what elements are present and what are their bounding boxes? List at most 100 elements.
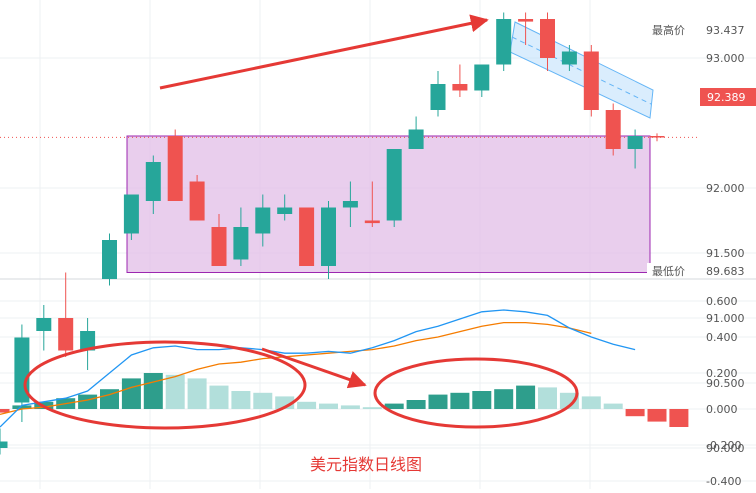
macd-histogram-bar xyxy=(143,373,163,409)
macd-histogram-bar xyxy=(494,389,514,409)
candle-body xyxy=(561,51,577,65)
candle xyxy=(452,64,468,97)
candle xyxy=(299,207,315,266)
channel-midline xyxy=(511,36,652,105)
macd-histogram-bar xyxy=(78,394,98,409)
candle xyxy=(430,71,446,117)
macd-histogram-bar xyxy=(603,403,623,409)
candle xyxy=(342,181,358,227)
macd-tick-label: -0.400 xyxy=(706,475,741,488)
candle-body xyxy=(0,441,8,448)
macd-histogram-bar xyxy=(625,409,645,417)
candle xyxy=(583,45,599,117)
candle xyxy=(605,103,621,156)
macd-histogram-bar xyxy=(187,378,207,409)
candle-body xyxy=(233,227,249,260)
candle xyxy=(321,201,336,279)
candle xyxy=(189,175,205,221)
candle xyxy=(211,214,227,266)
chart-caption: 美元指数日线图 xyxy=(310,455,422,474)
macd-histogram-bar xyxy=(253,392,273,409)
candle xyxy=(58,272,74,357)
macd-histogram-bar xyxy=(12,405,32,409)
candle-body xyxy=(145,162,161,201)
candle-body xyxy=(299,207,315,266)
macd-tick-label: 0.000 xyxy=(706,403,738,416)
candle-body xyxy=(342,201,358,208)
signal-line xyxy=(0,321,592,416)
candle xyxy=(80,318,96,370)
candle-body xyxy=(518,19,534,22)
macd-histogram-bar xyxy=(100,389,119,409)
candle xyxy=(649,133,665,142)
candle xyxy=(408,116,424,149)
candle-body xyxy=(474,64,490,91)
highest-label: 最高价 xyxy=(652,23,685,37)
candle-body xyxy=(36,318,52,331)
price-tick-label: 93.000 xyxy=(706,52,745,65)
macd-histogram-bar xyxy=(428,394,448,409)
macd-line xyxy=(0,309,636,428)
annotation-layer xyxy=(23,14,579,430)
candle xyxy=(123,194,139,240)
macd-histogram-bar xyxy=(647,409,667,422)
highlight-ellipse-right xyxy=(373,357,579,429)
candle-body xyxy=(649,136,665,138)
price-tick-label: 91.500 xyxy=(706,247,745,260)
candle xyxy=(561,45,577,71)
candle xyxy=(474,64,490,97)
macd-histogram-bar xyxy=(581,396,601,409)
candle-body xyxy=(605,110,621,149)
price-tick-label: 92.000 xyxy=(706,182,745,195)
candle xyxy=(540,12,555,71)
candle xyxy=(36,305,52,351)
macd-histogram-bar xyxy=(297,401,317,409)
candle-body xyxy=(496,19,512,65)
candle-body xyxy=(211,227,227,266)
macd-histogram-bar xyxy=(384,403,404,409)
candle xyxy=(277,194,293,221)
candle-body xyxy=(189,181,205,221)
candle-body xyxy=(321,207,336,266)
macd-histogram-bar xyxy=(362,407,382,409)
trend-arrow-macd xyxy=(261,347,367,389)
macd-histogram-bar xyxy=(209,385,229,409)
candle-body xyxy=(408,129,424,149)
macd-layer xyxy=(0,309,689,428)
macd-histogram-bar xyxy=(516,385,536,409)
macd-histogram-bar xyxy=(472,391,492,409)
candle-body xyxy=(167,136,183,201)
price-tick-label: 91.000 xyxy=(706,312,745,325)
highest-label-bg xyxy=(647,21,756,39)
candle xyxy=(167,129,183,201)
last-price-badge xyxy=(700,88,756,106)
candle-body xyxy=(386,149,402,221)
macd-histogram-bar xyxy=(319,403,338,409)
macd-histogram-bar xyxy=(165,374,185,409)
candle xyxy=(145,155,161,214)
macd-histogram-bar xyxy=(340,405,360,409)
lowest-label-bg xyxy=(647,263,756,277)
candle xyxy=(255,194,271,247)
macd-histogram-bar xyxy=(450,392,470,409)
candle xyxy=(496,12,512,71)
macd-tick-label: -0.200 xyxy=(706,439,741,452)
candle-body xyxy=(102,240,117,279)
macd-histogram-bar xyxy=(0,409,10,413)
candle xyxy=(364,181,380,227)
macd-tick-label: 0.400 xyxy=(706,331,738,344)
price-tick-label: 90.000 xyxy=(706,442,745,455)
highest-value: 93.437 xyxy=(706,24,745,37)
price-tick-label: 90.500 xyxy=(706,377,745,390)
highlight-ellipse-left xyxy=(23,340,307,430)
candle-body xyxy=(255,207,271,234)
candle-body xyxy=(430,84,446,110)
candle xyxy=(518,12,534,45)
candle-body xyxy=(364,220,380,224)
candle xyxy=(627,129,643,169)
candle-body xyxy=(58,318,74,351)
candle xyxy=(233,207,249,266)
candle xyxy=(0,428,8,455)
